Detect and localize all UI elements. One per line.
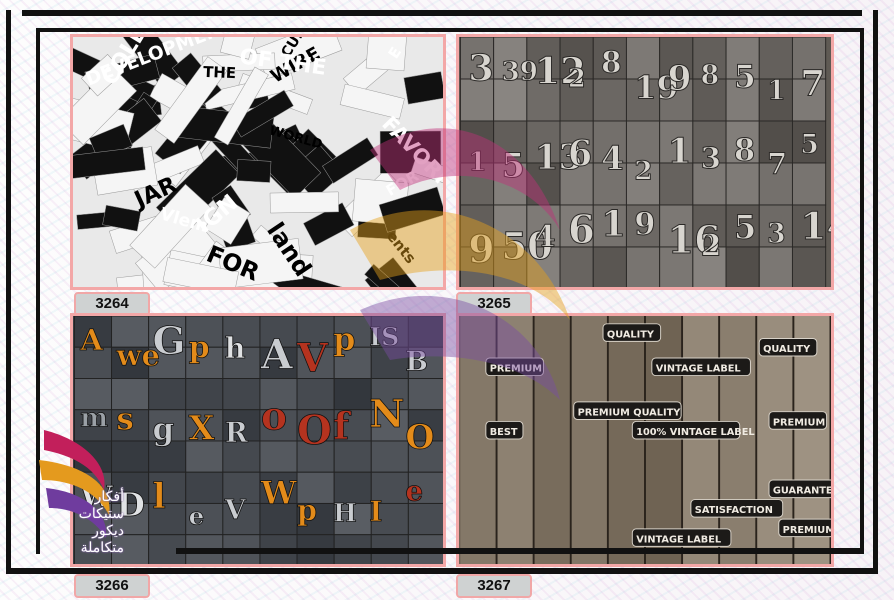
tile-3266-code: 3266: [74, 574, 150, 598]
vintage-label: QUALITY: [763, 344, 811, 355]
tile-3266-image[interactable]: AweGphAVpISBmsgXRoOfNOWDleVWpHIe: [70, 313, 446, 567]
metal-digit: 12: [535, 49, 586, 93]
vintage-label: QUALITY: [607, 329, 655, 340]
metal-digit: 3: [767, 219, 786, 250]
vintage-label: VINTAGE LABEL: [656, 364, 741, 375]
newspaper-collage: entsFORIGNWORLDTHEFORVlemCOLDCUESTEWIREO…: [73, 37, 443, 287]
metal-digit: 5: [734, 209, 757, 247]
inner-frame: [36, 28, 864, 554]
metal-digit: 9: [634, 207, 655, 243]
press-letter: p: [189, 330, 210, 365]
metal-digit: 2: [568, 64, 586, 94]
vintage-label: VINTAGE LABEL: [636, 535, 721, 546]
metal-digit: 5: [800, 129, 819, 160]
vintage-label: 100% VINTAGE LABEL: [636, 427, 754, 438]
press-letter: X: [189, 408, 215, 447]
brand-logo-icon: [39, 430, 110, 538]
metal-digit: 14: [800, 204, 831, 248]
metal-digit: 1: [468, 147, 486, 178]
logo-line-3: ديكور: [92, 522, 124, 538]
press-letter: p: [333, 320, 355, 358]
press-letter: h: [225, 331, 246, 365]
press-letter: H: [333, 498, 357, 528]
metal-digit: 3: [468, 47, 494, 90]
frame-top-line: [22, 10, 862, 16]
brand-logo-text: أفكار ستيكات ديكور متكاملة: [24, 488, 124, 556]
metal-digit: 6: [568, 208, 595, 253]
collage-word: THE: [203, 63, 237, 82]
press-letter: N: [369, 392, 404, 437]
vintage-label: SATISFACTION: [695, 505, 773, 516]
outer-frame: [6, 10, 878, 574]
vintage-label: PREMIUM: [773, 417, 825, 428]
metal-digit: 39: [501, 56, 538, 87]
press-letter: we: [115, 338, 160, 372]
metal-digit: 5: [734, 58, 756, 95]
metal-digit: 1: [667, 132, 691, 172]
metal-numbers: 3391228199851715136421387595046191625314: [459, 37, 831, 287]
metal-digit: 50: [501, 224, 552, 268]
press-letter: I: [369, 495, 382, 528]
watermark-logo-icon: [350, 128, 570, 400]
metal-digit: 2: [634, 155, 652, 186]
metal-digit: 6: [568, 133, 592, 174]
vintage-label: PREMIUM QUALITY: [783, 525, 831, 536]
press-letter: g: [153, 411, 175, 447]
vintage-label: PREMIUM QUALITY: [578, 408, 682, 419]
press-letter: O: [297, 407, 332, 454]
metal-digit: 7: [767, 146, 787, 180]
metal-digit: 8: [601, 44, 622, 79]
metal-digit: 9: [468, 227, 494, 272]
press-letter: V: [296, 335, 329, 381]
logo-line-2: ستيكات: [78, 505, 124, 521]
metal-digit: 5: [501, 145, 524, 185]
vintage-labels-wood: QUALITY PREMIUM VINTAGE LABEL BEST PREMIUM Q…: [460, 316, 831, 564]
press-letter: IS: [369, 322, 399, 352]
press-letter: e: [189, 502, 205, 531]
press-letter: f: [333, 404, 352, 448]
metal-digit: 9: [667, 58, 691, 99]
press-letter: R: [225, 416, 249, 449]
press-letter: D: [116, 485, 145, 524]
press-letter: G: [153, 319, 186, 364]
metal-digit: 7: [800, 62, 825, 104]
letterpress-letters: AweGphAVpISBmsgXRoOfNOWDleVWpHIe: [73, 316, 443, 564]
metal-digit: 2: [701, 229, 722, 264]
metal-digit: 13: [535, 138, 583, 178]
logo-line-4: متكاملة: [80, 539, 124, 555]
vintage-label: BEST: [490, 427, 518, 438]
press-letter: A: [79, 323, 103, 357]
press-letter: p: [297, 493, 317, 527]
tile-3264-image[interactable]: entsFORIGNWORLDTHEFORVlemCOLDCUESTEWIREO…: [70, 34, 446, 290]
press-letter: W: [260, 475, 297, 512]
metal-digit: 4: [601, 139, 624, 178]
tile-3265-image[interactable]: 3391228199851715136421387595046191625314: [456, 34, 834, 290]
metal-digit: 8: [701, 60, 720, 91]
press-letter: o: [261, 394, 287, 440]
metal-digit: 4: [535, 220, 556, 255]
metal-digit: 19: [634, 69, 679, 107]
metal-digit: 1: [767, 75, 786, 106]
press-letter: m: [80, 403, 108, 434]
metal-digit: 8: [734, 133, 755, 169]
vintage-label: PREMIUM: [490, 364, 542, 375]
press-letter: e: [405, 474, 423, 507]
press-letter: O: [405, 417, 434, 456]
metal-digit: 1: [601, 203, 626, 245]
press-letter: A: [260, 330, 294, 378]
press-letter: V: [224, 495, 247, 526]
logo-line-1: أفكار: [94, 488, 124, 504]
metal-digit: 16: [667, 217, 720, 262]
press-letter: l: [153, 476, 166, 517]
tile-3267-image[interactable]: QUALITY PREMIUM VINTAGE LABEL BEST PREMIUM Q…: [456, 313, 834, 567]
metal-digit: 3: [701, 141, 721, 175]
tile-3267-code: 3267: [456, 574, 532, 598]
press-letter: B: [405, 346, 428, 377]
frame-bottom-line: [176, 548, 862, 554]
vintage-label: GUARANTEED: [773, 486, 831, 497]
press-letter: s: [116, 401, 134, 437]
